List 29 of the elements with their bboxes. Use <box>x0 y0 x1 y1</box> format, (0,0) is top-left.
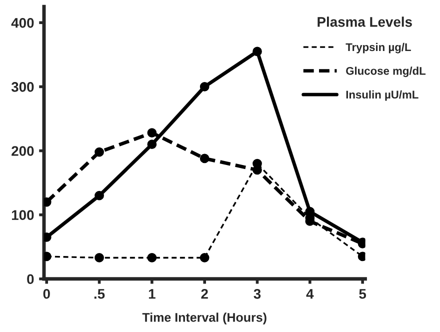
y-tick-label: 100 <box>12 210 34 220</box>
y-tick-label: 300 <box>11 82 34 92</box>
legend-label: Glucose mg/dL <box>346 66 426 78</box>
legend-label: Insulin µU/mL <box>346 90 418 101</box>
y-tick-label: 200 <box>12 146 34 156</box>
point <box>147 140 157 150</box>
point <box>94 190 104 200</box>
point <box>252 46 262 56</box>
point <box>147 128 157 138</box>
point <box>147 253 157 262</box>
x-tick-label: 4 <box>306 289 314 299</box>
x-tick-label: 0 <box>43 288 50 299</box>
y-tick-label: 400 <box>11 18 34 28</box>
x-tick-label: 5 <box>359 289 366 299</box>
y-tick-label: 0 <box>27 274 34 284</box>
point <box>200 154 210 164</box>
point <box>200 253 210 262</box>
point <box>200 82 210 92</box>
point <box>94 253 104 262</box>
x-tick-label: 2 <box>201 288 208 299</box>
x-tick-label: 1 <box>148 289 156 299</box>
legend-label: Trypsin µg/L <box>346 42 411 54</box>
x-tick-label: 3 <box>254 288 261 299</box>
point <box>358 252 366 262</box>
point <box>252 158 262 168</box>
legend-title: Plasma Levels <box>318 16 412 27</box>
point <box>94 147 104 157</box>
x-tick-label: .5 <box>94 289 105 299</box>
x-axis-title: Time Interval (Hours) <box>142 312 266 324</box>
